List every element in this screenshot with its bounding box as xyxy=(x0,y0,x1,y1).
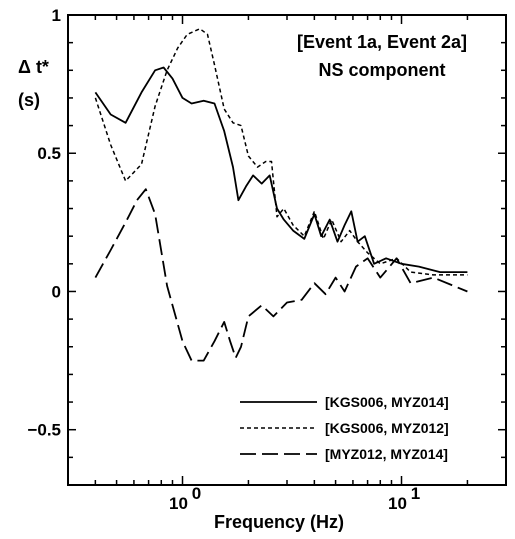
series-line-solid xyxy=(94,66,468,274)
x-tick-label: 10 xyxy=(169,494,188,513)
annotation-line-1: [Event 1a, Event 2a] xyxy=(297,32,467,52)
x-tick-exponent: 0 xyxy=(192,484,201,503)
x-tick-exponent: 1 xyxy=(411,484,420,503)
y-tick-label: −0.5 xyxy=(27,421,61,440)
legend: [KGS006, MYZ014] [KGS006, MYZ012] [MYZ01… xyxy=(240,394,449,462)
y-tick-label: 0.5 xyxy=(37,144,61,163)
y-tick-label: 1 xyxy=(52,6,61,25)
legend-item: [MYZ012, MYZ014] xyxy=(240,446,448,462)
series-layer xyxy=(94,28,468,362)
legend-item: [KGS006, MYZ012] xyxy=(240,420,449,436)
series-line-long-dash xyxy=(94,188,468,362)
y-tick-label: 0 xyxy=(52,282,61,301)
x-tick-label: 10 xyxy=(388,494,407,513)
x-axis-label: Frequency (Hz) xyxy=(214,512,344,532)
legend-item: [KGS006, MYZ014] xyxy=(240,394,449,410)
plot-frame xyxy=(67,14,507,486)
legend-label: [KGS006, MYZ012] xyxy=(325,420,449,436)
y-axis-label-line-1: Δ t* xyxy=(18,57,49,77)
legend-label: [MYZ012, MYZ014] xyxy=(325,446,448,462)
series-line-dashed xyxy=(94,28,468,276)
annotation-line-2: NS component xyxy=(318,60,445,80)
legend-label: [KGS006, MYZ014] xyxy=(325,394,449,410)
y-axis-label-line-2: (s) xyxy=(18,90,40,110)
